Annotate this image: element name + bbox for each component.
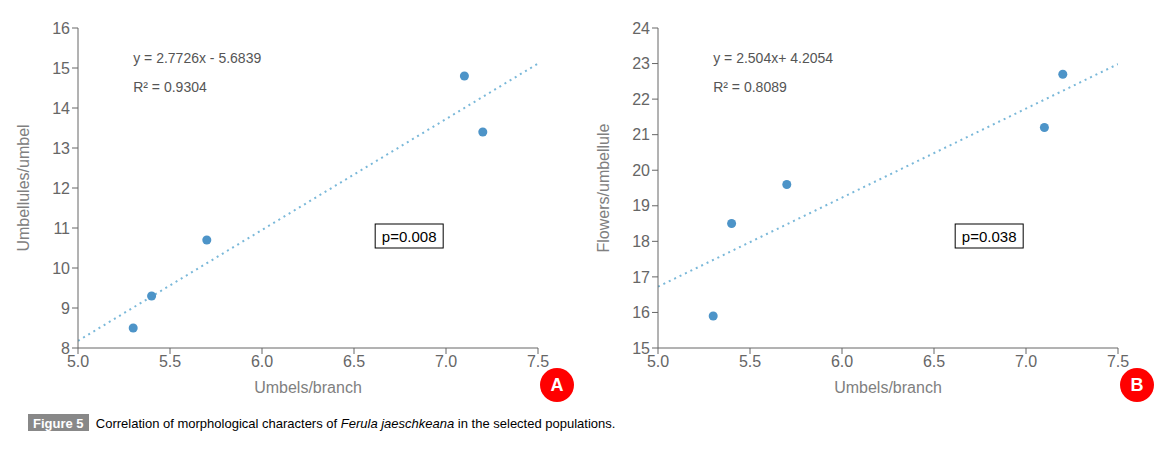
svg-text:16: 16 <box>632 304 650 321</box>
svg-text:13: 13 <box>52 140 70 157</box>
svg-text:7.0: 7.0 <box>1015 353 1037 370</box>
svg-text:7.5: 7.5 <box>527 353 549 370</box>
html-text:y = 2.504x+ 4.2054: y = 2.504x+ 4.2054 <box>713 50 834 67</box>
svg-text:22: 22 <box>632 91 650 108</box>
svg-text:8: 8 <box>61 340 70 357</box>
svg-text:6.0: 6.0 <box>251 353 273 370</box>
svg-text:7.5: 7.5 <box>1107 353 1129 370</box>
svg-text:23: 23 <box>632 55 650 72</box>
html-text:p=0.008: p=0.008 <box>381 227 437 245</box>
html-text:y = 2.7726x - 5.6839: y = 2.7726x - 5.6839 <box>133 50 262 67</box>
svg-text:5.0: 5.0 <box>67 353 89 370</box>
svg-text:18: 18 <box>632 233 650 250</box>
svg-text:Umbels/branch: Umbels/branch <box>254 379 362 396</box>
svg-text:Umbellules/umbel: Umbellules/umbel <box>15 124 32 251</box>
html-text:Figure 5 Correlation of morpho: Figure 5 Correlation of morphological ch… <box>33 416 616 431</box>
html-text:R² = 0.8089: R² = 0.8089 <box>713 79 787 96</box>
svg-text:5.5: 5.5 <box>739 353 761 370</box>
svg-text:21: 21 <box>632 126 650 143</box>
html-text:R² = 0.9304: R² = 0.9304 <box>133 79 207 96</box>
svg-text:14: 14 <box>52 100 70 117</box>
svg-text:10: 10 <box>52 260 70 277</box>
svg-text:16: 16 <box>52 20 70 37</box>
svg-text:5.5: 5.5 <box>159 353 181 370</box>
svg-text:15: 15 <box>52 60 70 77</box>
svg-text:17: 17 <box>632 269 650 286</box>
svg-text:Umbels/branch: Umbels/branch <box>834 379 942 396</box>
svg-text:19: 19 <box>632 197 650 214</box>
svg-text:24: 24 <box>632 20 650 37</box>
svg-text:Flowers/umbellule: Flowers/umbellule <box>595 123 612 252</box>
svg-text:15: 15 <box>632 340 650 357</box>
html-text:p=0.038: p=0.038 <box>961 227 1017 245</box>
html-text:A: A <box>550 374 564 395</box>
svg-text:11: 11 <box>53 220 70 237</box>
svg-text:5.0: 5.0 <box>647 353 669 370</box>
html-text:B: B <box>1130 374 1144 395</box>
svg-text:6.5: 6.5 <box>343 353 365 370</box>
svg-text:12: 12 <box>52 180 70 197</box>
svg-text:7.0: 7.0 <box>435 353 457 370</box>
svg-text:6.5: 6.5 <box>923 353 945 370</box>
svg-text:20: 20 <box>632 162 650 179</box>
svg-text:9: 9 <box>61 300 70 317</box>
svg-text:6.0: 6.0 <box>831 353 853 370</box>
